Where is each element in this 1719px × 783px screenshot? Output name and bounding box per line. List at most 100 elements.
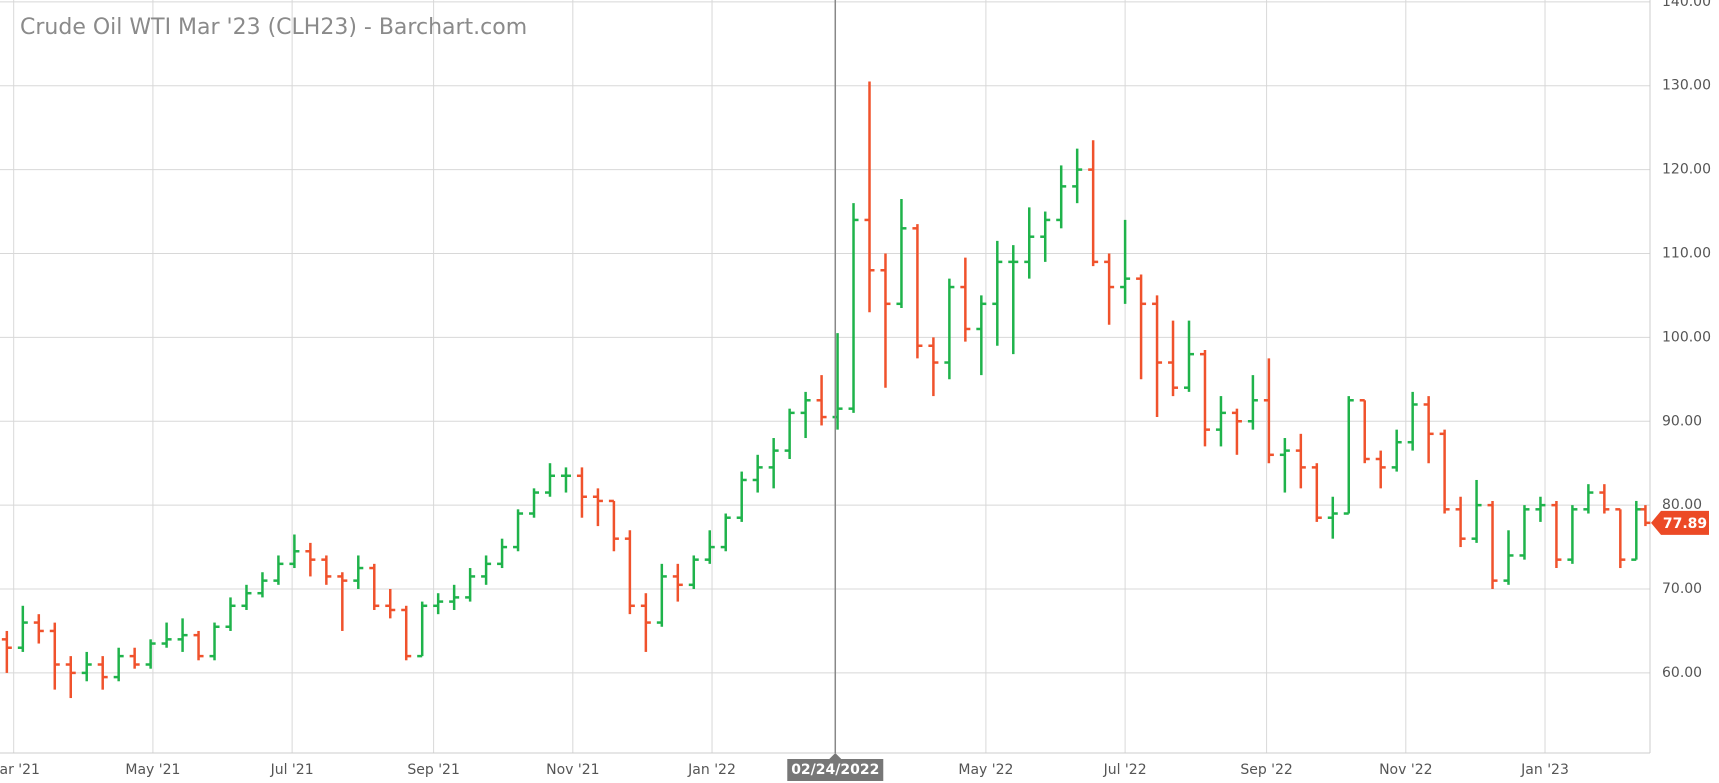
ohlc-bar — [1040, 211, 1051, 262]
ohlc-bar — [992, 240, 1003, 346]
ohlc-bar — [624, 530, 635, 615]
ohlc-bar — [592, 488, 603, 527]
ohlc-bar — [960, 257, 971, 342]
crosshair-label-box — [787, 759, 884, 781]
ohlc-bar — [145, 639, 156, 669]
ohlc-bar — [1279, 438, 1290, 493]
x-tick-label: Nov '21 — [546, 762, 599, 778]
ohlc-bar — [928, 337, 939, 397]
ohlc-bar — [1407, 391, 1418, 451]
ohlc-bar — [800, 391, 811, 439]
ohlc-bar — [353, 555, 364, 590]
ohlc-bar — [1519, 505, 1530, 560]
ohlc-bar — [1551, 500, 1562, 569]
ohlc-bar — [481, 555, 492, 585]
ohlc-bar — [97, 656, 108, 690]
ohlc-bar — [1088, 140, 1099, 267]
ohlc-bar — [81, 651, 92, 682]
ohlc-bar — [177, 618, 188, 652]
ohlc-bar — [816, 375, 827, 426]
x-tick-label: Nov '22 — [1379, 762, 1432, 778]
x-tick-label: Jul '21 — [270, 762, 314, 778]
ohlc-bar — [560, 467, 571, 493]
y-tick-label: 70.00 — [1662, 581, 1702, 597]
ohlc-bar — [1391, 429, 1402, 472]
ohlc-bar — [129, 647, 140, 669]
x-tick-label: May '21 — [125, 762, 180, 778]
ohlc-bar — [1024, 207, 1035, 279]
ohlc-bar — [784, 408, 795, 459]
ohlc-bar — [864, 81, 875, 313]
y-tick-label: 140.00 — [1662, 0, 1711, 10]
ohlc-bar — [1311, 463, 1322, 522]
ohlc-bar — [688, 555, 699, 590]
y-tick-label: 90.00 — [1662, 413, 1702, 429]
ohlc-bar — [640, 593, 651, 652]
ohlc-bar — [1599, 484, 1610, 514]
ohlc-bar — [848, 203, 859, 413]
x-tick-label: Sep '22 — [1240, 762, 1293, 778]
ohlc-bar — [1168, 320, 1179, 397]
ohlc-bar — [113, 647, 124, 682]
ohlc-bar — [1375, 450, 1386, 489]
ohlc-bar — [1535, 496, 1546, 522]
ohlc-bar — [976, 295, 987, 376]
ohlc-bar — [1072, 148, 1083, 204]
bars — [1, 81, 1651, 699]
x-tick-label: Jan '23 — [1520, 762, 1569, 778]
ohlc-bar — [912, 224, 923, 359]
ohlc-bar — [1104, 253, 1115, 325]
y-tick-label: 120.00 — [1662, 162, 1711, 178]
ohlc-bar — [1487, 500, 1498, 590]
ohlc-bar — [608, 499, 619, 552]
ohlc-bar — [736, 471, 747, 522]
x-tick-label: Mar '21 — [0, 762, 40, 778]
ohlc-bar — [225, 597, 236, 631]
ohlc-bar — [720, 513, 731, 552]
ohlc-bar — [369, 563, 380, 610]
ohlc-bar — [1343, 396, 1354, 515]
ohlc-bar — [513, 509, 524, 552]
ohlc-bar — [1583, 484, 1594, 514]
crosshair-label: 02/24/2022 — [791, 762, 879, 778]
ohlc-bar — [433, 593, 444, 615]
crosshair-pointer — [829, 753, 842, 759]
last-price-label: 77.89 — [1663, 516, 1707, 532]
ohlc-bar — [305, 542, 316, 577]
ohlc-bar — [65, 656, 76, 699]
ohlc-bar — [1567, 505, 1578, 564]
ohlc-bar — [1439, 429, 1450, 514]
ohlc-bar — [497, 538, 508, 569]
ohlc-bar — [1, 630, 12, 673]
ohlc-bar — [33, 614, 44, 644]
x-tick-label: Sep '21 — [407, 762, 460, 778]
ohlc-bar — [385, 589, 396, 619]
ohlc-bar — [752, 454, 763, 493]
ohlc-bar — [576, 467, 587, 518]
x-tick-label: Jan '22 — [687, 762, 736, 778]
ohlc-bar — [545, 463, 555, 497]
ohlc-bar — [161, 622, 172, 648]
overlay: 02/24/2022 77.89 — [787, 0, 1709, 781]
ohlc-bar — [1615, 508, 1626, 569]
ohlc-bar — [880, 253, 891, 388]
y-tick-label: 80.00 — [1662, 497, 1702, 513]
ohlc-bar — [401, 605, 412, 661]
ohlc-bar — [1423, 396, 1434, 464]
ohlc-bar — [1295, 433, 1306, 489]
ohlc-bar — [257, 572, 268, 598]
ohlc-bar — [49, 622, 60, 690]
y-tick-label: 60.00 — [1662, 665, 1702, 681]
ohlc-bar — [944, 278, 955, 380]
ohlc-bar — [1184, 320, 1195, 392]
last-price-tag — [1651, 510, 1709, 535]
ohlc-bar — [1327, 496, 1338, 539]
y-tick-label: 130.00 — [1662, 78, 1711, 94]
ohlc-bar — [273, 555, 284, 585]
ohlc-bar — [465, 568, 476, 602]
ohlc-bar — [1640, 505, 1651, 527]
chart-title: Crude Oil WTI Mar '23 (CLH23) - Barchart… — [20, 15, 527, 40]
ohlc-bar — [672, 563, 683, 602]
